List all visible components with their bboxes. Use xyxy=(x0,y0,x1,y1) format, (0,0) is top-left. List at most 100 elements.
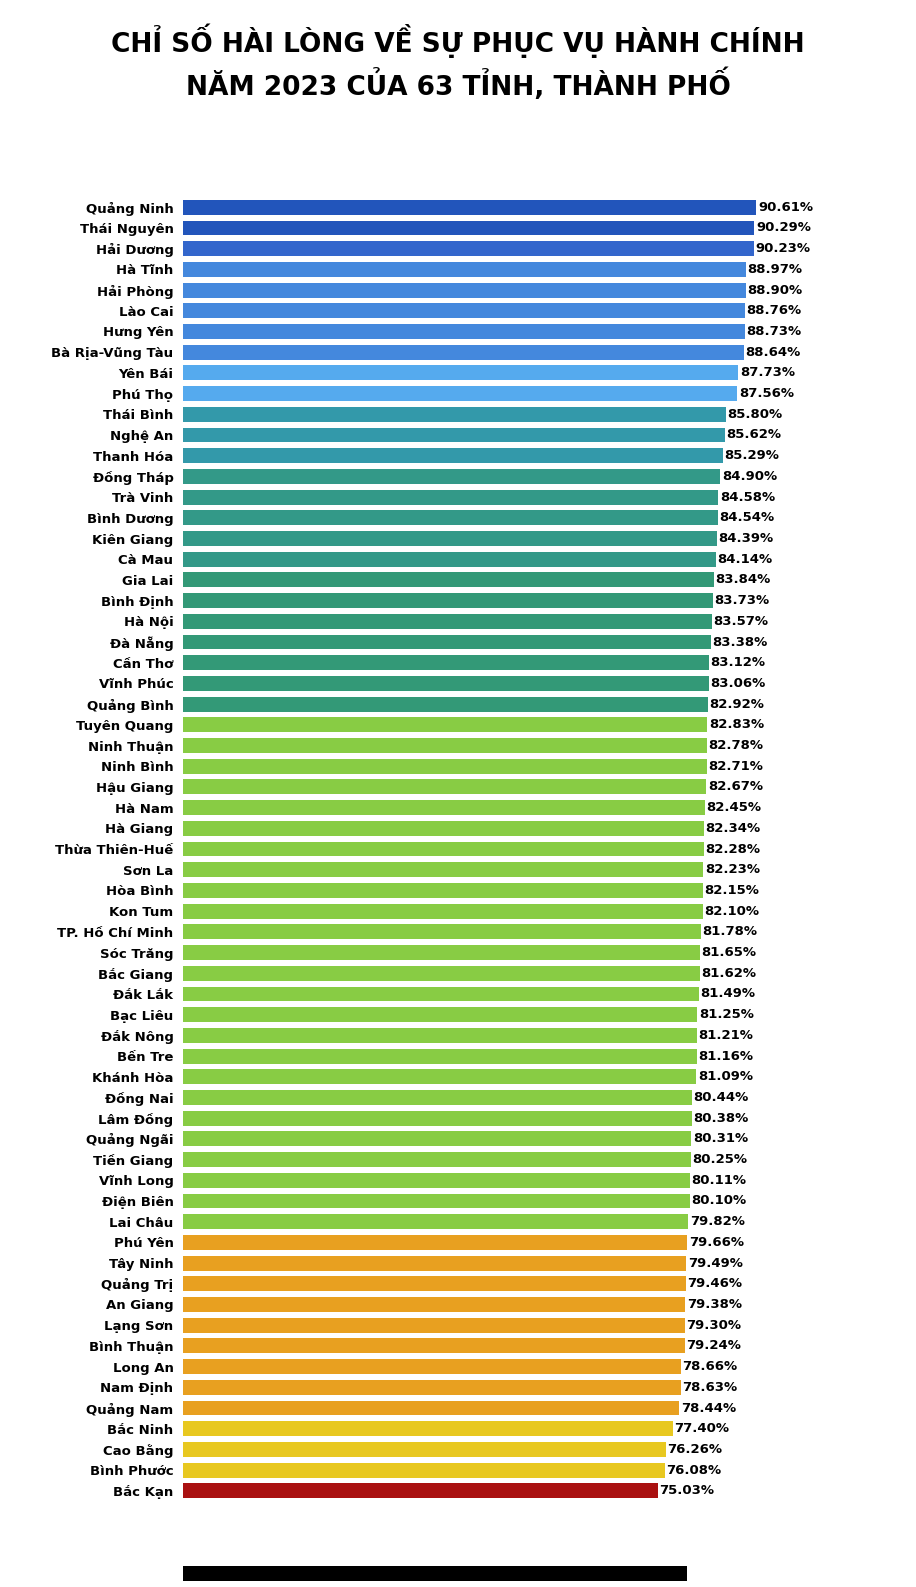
Bar xyxy=(183,1008,697,1022)
Text: 84.39%: 84.39% xyxy=(719,532,774,544)
Bar xyxy=(183,1255,686,1271)
Text: 83.84%: 83.84% xyxy=(715,573,770,587)
Bar xyxy=(183,324,745,340)
Text: 82.92%: 82.92% xyxy=(709,698,764,711)
Text: 82.23%: 82.23% xyxy=(705,863,760,876)
Text: 83.57%: 83.57% xyxy=(714,614,769,628)
Text: 78.44%: 78.44% xyxy=(682,1401,736,1414)
Bar xyxy=(183,1152,691,1166)
Bar xyxy=(183,1070,696,1084)
Bar xyxy=(183,1193,690,1208)
Text: 82.78%: 82.78% xyxy=(709,740,764,752)
Bar xyxy=(183,532,717,546)
Text: 83.12%: 83.12% xyxy=(711,655,766,670)
Bar xyxy=(183,1173,690,1187)
Bar xyxy=(183,862,703,878)
Text: 79.66%: 79.66% xyxy=(689,1236,744,1249)
Bar xyxy=(183,344,744,360)
Bar xyxy=(183,1463,665,1477)
Bar xyxy=(183,1049,697,1063)
Bar xyxy=(183,468,720,484)
Text: 83.38%: 83.38% xyxy=(713,635,768,649)
Bar xyxy=(183,1090,692,1105)
Bar xyxy=(183,552,715,567)
Text: 82.67%: 82.67% xyxy=(708,781,763,794)
Text: 85.62%: 85.62% xyxy=(726,428,781,441)
Bar xyxy=(183,1484,658,1498)
Text: 85.29%: 85.29% xyxy=(725,449,780,462)
Bar xyxy=(183,573,714,587)
Bar xyxy=(183,1358,681,1374)
Bar xyxy=(183,946,700,960)
Text: 79.82%: 79.82% xyxy=(690,1216,745,1228)
Text: 79.38%: 79.38% xyxy=(687,1298,742,1311)
Text: 77.40%: 77.40% xyxy=(674,1422,729,1435)
Bar xyxy=(183,406,726,422)
Bar xyxy=(183,779,706,795)
Text: 82.34%: 82.34% xyxy=(705,822,761,835)
Text: 79.24%: 79.24% xyxy=(686,1339,741,1352)
Text: 83.73%: 83.73% xyxy=(714,594,769,608)
Bar xyxy=(183,966,700,981)
Bar xyxy=(183,365,738,381)
Text: 78.63%: 78.63% xyxy=(682,1381,737,1393)
Bar xyxy=(183,1443,666,1457)
Text: 78.66%: 78.66% xyxy=(682,1360,737,1373)
Bar xyxy=(183,1338,684,1354)
Text: 88.76%: 88.76% xyxy=(747,305,802,317)
Text: 84.14%: 84.14% xyxy=(717,552,772,565)
Text: 75.03%: 75.03% xyxy=(660,1484,714,1497)
Bar xyxy=(183,759,706,774)
Bar xyxy=(183,841,703,857)
Bar xyxy=(183,1379,681,1395)
Text: 82.83%: 82.83% xyxy=(709,719,764,732)
Bar xyxy=(183,924,701,940)
Text: 84.58%: 84.58% xyxy=(720,490,775,503)
Bar xyxy=(183,241,754,256)
Bar xyxy=(183,1214,688,1230)
Bar xyxy=(183,1132,692,1146)
Text: 80.31%: 80.31% xyxy=(692,1133,748,1146)
Text: 79.49%: 79.49% xyxy=(688,1257,743,1270)
Bar xyxy=(183,903,703,919)
Text: 88.64%: 88.64% xyxy=(746,346,801,359)
Text: 87.56%: 87.56% xyxy=(739,387,794,400)
Bar xyxy=(183,882,703,898)
Bar xyxy=(183,303,745,319)
Text: 76.08%: 76.08% xyxy=(666,1463,721,1476)
Text: 90.23%: 90.23% xyxy=(756,243,811,256)
Text: 81.78%: 81.78% xyxy=(703,925,758,938)
Text: 80.11%: 80.11% xyxy=(692,1174,747,1187)
Text: 81.16%: 81.16% xyxy=(698,1049,753,1063)
Text: 79.46%: 79.46% xyxy=(688,1278,743,1290)
Text: 76.26%: 76.26% xyxy=(667,1443,723,1455)
Text: 88.73%: 88.73% xyxy=(747,325,802,338)
Text: 85.80%: 85.80% xyxy=(727,408,783,421)
Bar xyxy=(183,1276,686,1292)
Bar xyxy=(183,987,699,1001)
Text: 84.90%: 84.90% xyxy=(722,470,777,482)
Text: 81.09%: 81.09% xyxy=(698,1070,753,1084)
Bar xyxy=(183,820,704,836)
Bar xyxy=(183,655,709,670)
Text: 80.25%: 80.25% xyxy=(692,1154,747,1166)
Text: 82.71%: 82.71% xyxy=(708,760,763,773)
Bar xyxy=(183,614,712,628)
Text: 82.10%: 82.10% xyxy=(704,905,759,917)
Bar xyxy=(183,262,747,276)
Bar xyxy=(183,490,718,505)
Text: 80.10%: 80.10% xyxy=(692,1195,747,1208)
Bar xyxy=(183,738,707,752)
Bar xyxy=(183,282,746,297)
Text: 87.73%: 87.73% xyxy=(740,367,795,379)
Bar xyxy=(183,1317,685,1333)
Bar xyxy=(183,386,737,402)
Bar xyxy=(183,200,757,214)
Text: 83.06%: 83.06% xyxy=(710,678,766,690)
Text: 82.15%: 82.15% xyxy=(704,884,759,897)
Text: 81.49%: 81.49% xyxy=(701,987,756,1000)
Bar xyxy=(183,676,709,690)
Bar xyxy=(183,427,725,443)
Text: 88.97%: 88.97% xyxy=(747,263,802,276)
Bar xyxy=(183,717,707,732)
